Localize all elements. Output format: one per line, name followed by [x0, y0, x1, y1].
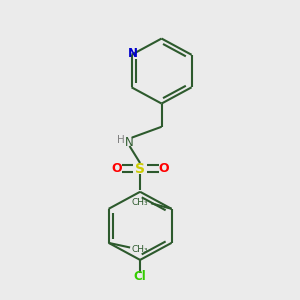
- Text: CH₃: CH₃: [132, 244, 148, 253]
- Text: O: O: [111, 162, 122, 175]
- Text: N: N: [125, 136, 134, 149]
- Text: S: S: [135, 162, 145, 176]
- Text: N: N: [128, 47, 138, 60]
- Text: O: O: [159, 162, 169, 175]
- Text: CH₃: CH₃: [132, 197, 148, 206]
- Text: Cl: Cl: [134, 269, 146, 283]
- Text: H: H: [117, 135, 125, 146]
